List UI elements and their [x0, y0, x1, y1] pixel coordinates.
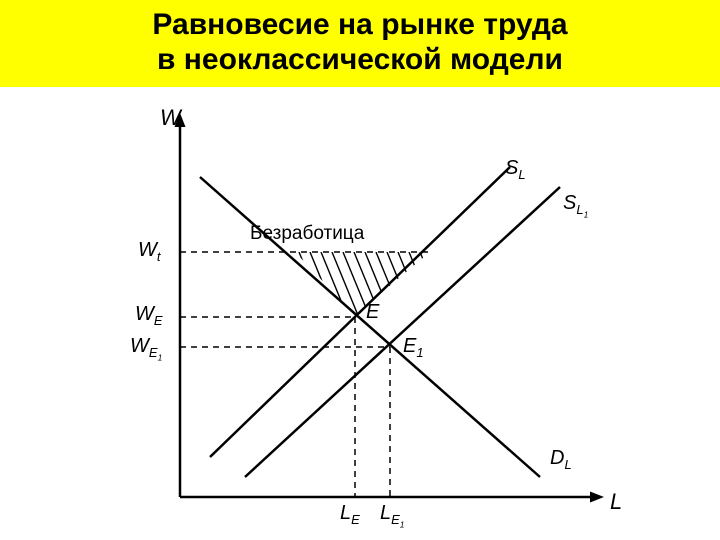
label-SL: SL [505, 157, 526, 182]
label-WE1: WE1 [130, 335, 162, 363]
label-SL1: SL1 [563, 192, 588, 220]
title-line-1: Равновесие на рынке труда [0, 8, 720, 43]
label-unemployment: Безработица [250, 223, 364, 245]
title-line-2: в неоклассической модели [0, 43, 720, 78]
label-DL: DL [550, 447, 572, 472]
label-E: E [366, 301, 379, 324]
label-WE: WE [135, 303, 163, 328]
y-axis-label: W [160, 105, 181, 131]
label-LE1: LE1 [380, 502, 405, 530]
label-Wt: Wt [138, 239, 161, 264]
label-E1: E1 [403, 335, 424, 360]
x-axis-label: L [610, 489, 622, 515]
labor-market-diagram: W L Wt WE WE1 Безработица SL SL1 DL E E1… [80, 97, 640, 527]
label-LE: LE [340, 502, 360, 527]
title-bar: Равновесие на рынке труда в неоклассичес… [0, 0, 720, 87]
